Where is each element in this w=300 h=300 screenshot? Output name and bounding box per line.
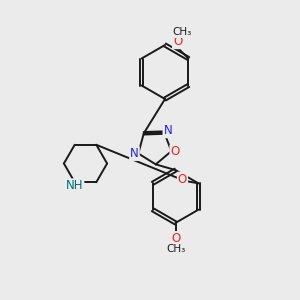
Text: CH₃: CH₃ [173, 27, 192, 37]
Text: O: O [171, 232, 180, 245]
Text: O: O [178, 172, 187, 186]
Text: CH₃: CH₃ [167, 244, 186, 254]
Text: O: O [170, 145, 180, 158]
Text: N: N [164, 124, 172, 137]
Text: O: O [173, 35, 182, 48]
Text: N: N [130, 147, 139, 160]
Text: NH: NH [66, 179, 83, 192]
